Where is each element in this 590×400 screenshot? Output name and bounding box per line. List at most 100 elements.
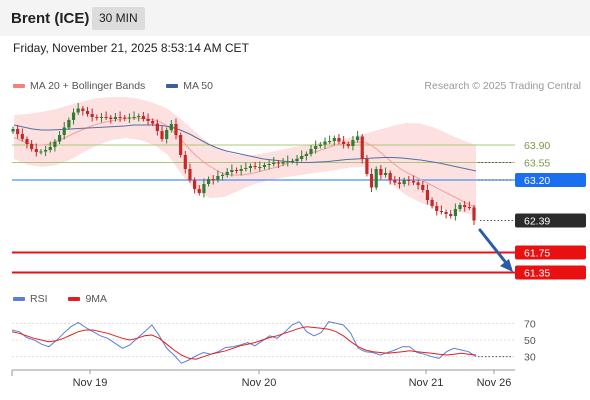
x-tick-label: Nov 21 xyxy=(409,377,444,389)
candle-body xyxy=(104,117,108,118)
candle-body xyxy=(258,167,262,168)
candle-body xyxy=(30,144,34,149)
x-tick-label: Nov 20 xyxy=(242,377,277,389)
candle-body xyxy=(141,116,145,119)
candle-body xyxy=(309,149,313,154)
support-tag xyxy=(515,245,586,260)
candle-body xyxy=(16,129,20,134)
candle-body xyxy=(25,139,29,144)
candle-body xyxy=(407,180,411,181)
instrument-title: Brent (ICE) xyxy=(11,10,90,27)
candle-body xyxy=(160,131,164,139)
candle-body xyxy=(53,141,57,147)
timestamp: Friday, November 21, 2025 8:53:14 AM CET xyxy=(13,41,249,55)
candle-body xyxy=(165,130,169,139)
candle-body xyxy=(188,169,192,180)
candle-body xyxy=(276,162,281,164)
candle-body xyxy=(383,173,388,175)
candle-body xyxy=(323,141,327,145)
candle-body xyxy=(463,205,467,207)
candle-body xyxy=(402,180,406,184)
candle-body xyxy=(337,138,341,142)
candle-body xyxy=(374,169,378,188)
legend-9ma: 9MA xyxy=(68,293,107,305)
ma20-line xyxy=(13,117,477,208)
candle-body xyxy=(430,200,434,206)
candle-body xyxy=(179,135,183,155)
candle-body xyxy=(155,123,159,131)
legend-9ma-swatch xyxy=(68,297,81,302)
rsi-legend: RSI 9MA xyxy=(13,293,125,305)
candle-body xyxy=(67,120,71,128)
candle-body xyxy=(99,117,104,118)
legend-ma50: MA 50 xyxy=(166,80,213,92)
candle-body xyxy=(388,173,392,180)
candle-body xyxy=(318,144,322,146)
candle-body xyxy=(216,176,220,180)
candle-body xyxy=(234,170,239,171)
candle-body xyxy=(11,129,15,132)
candle-body xyxy=(439,211,444,212)
candle-body xyxy=(248,166,253,168)
interval-badge[interactable]: 30 MIN xyxy=(92,7,145,30)
candle-body xyxy=(62,127,66,135)
resistance-label: 63.55 xyxy=(524,158,550,170)
candle-body xyxy=(76,108,80,113)
legend-9ma-label: 9MA xyxy=(85,293,108,305)
support-tag xyxy=(515,265,586,280)
candle-body xyxy=(197,189,201,193)
pivot-label: 63.20 xyxy=(524,175,550,187)
candle-body xyxy=(81,108,85,111)
candle-body xyxy=(202,184,206,193)
candle-body xyxy=(314,146,318,149)
candle-body xyxy=(113,117,118,119)
candle-body xyxy=(281,162,285,164)
candle-body xyxy=(239,169,243,171)
candle-body xyxy=(444,212,448,214)
legend-ma20: MA 20 + Bollinger Bands xyxy=(13,80,145,92)
candle-body xyxy=(39,151,43,153)
legend-rsi-swatch xyxy=(13,297,25,302)
legend-ma50-swatch xyxy=(166,84,179,89)
candle-body xyxy=(20,134,24,139)
candle-body xyxy=(300,156,304,159)
projection-arrow-head xyxy=(500,259,513,272)
candle-body xyxy=(118,117,122,118)
candle-body xyxy=(472,207,476,221)
legend-rsi-label: RSI xyxy=(30,293,48,305)
candle-body xyxy=(286,161,290,162)
candle-body xyxy=(304,154,308,156)
candle-body xyxy=(90,114,94,117)
x-tick-label: Nov 19 xyxy=(73,377,108,389)
legend-ma50-label: MA 50 xyxy=(183,80,213,92)
candle-body xyxy=(137,116,141,117)
candle-body xyxy=(220,175,225,176)
candle-body xyxy=(425,190,430,200)
candle-body xyxy=(253,166,257,167)
support-label: 61.35 xyxy=(524,268,550,280)
candle-body xyxy=(355,136,360,140)
candle-body xyxy=(127,117,132,119)
candle-body xyxy=(43,150,48,152)
candle-body xyxy=(169,124,173,130)
candle-body xyxy=(435,206,439,211)
main-legend: MA 20 + Bollinger Bands MA 50 xyxy=(13,80,231,92)
candle-body xyxy=(295,159,299,161)
candle-body xyxy=(369,174,374,188)
candle-body xyxy=(146,119,150,121)
pivot-tag xyxy=(515,173,586,187)
last-price-tag xyxy=(515,213,586,228)
candle-body xyxy=(351,140,355,146)
chart-header: Brent (ICE) 30 MIN xyxy=(0,0,590,36)
candle-body xyxy=(267,164,271,165)
candle-body xyxy=(272,162,276,164)
candle-body xyxy=(132,117,136,118)
last-price-label: 62.39 xyxy=(524,216,550,228)
candle-body xyxy=(342,141,346,144)
candle-body xyxy=(449,214,453,216)
candle-body xyxy=(230,170,234,172)
resistance-label: 63.90 xyxy=(524,140,550,152)
candle-body xyxy=(411,181,416,183)
candle-body xyxy=(48,147,52,150)
